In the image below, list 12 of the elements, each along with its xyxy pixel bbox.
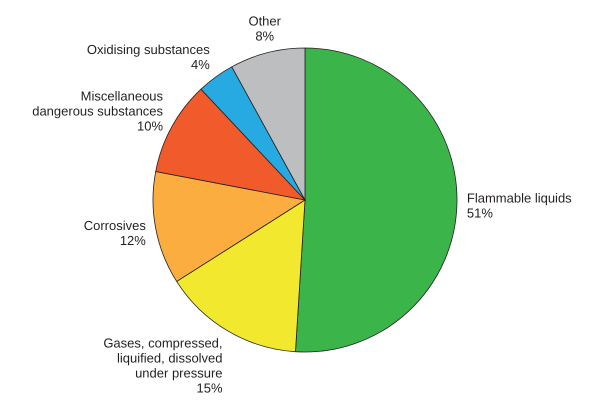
- slice-label: Other: [248, 14, 282, 29]
- data-label: 12%: [120, 233, 146, 248]
- slice-label: Oxidising substances: [86, 42, 210, 57]
- data-label: 15%: [196, 380, 223, 396]
- data-label: 4%: [190, 56, 210, 72]
- slice-label: Gases, compressed, liquified, dissolved under pressure: [103, 335, 223, 380]
- slice-label: Flammable liquids: [466, 190, 572, 206]
- data-label: 10%: [137, 118, 164, 134]
- slice-label: Corrosives: [84, 218, 146, 234]
- data-label: 51%: [466, 206, 494, 221]
- data-label: 8%: [255, 28, 275, 44]
- slice-label: Miscellaneous dangerous substances: [32, 88, 164, 119]
